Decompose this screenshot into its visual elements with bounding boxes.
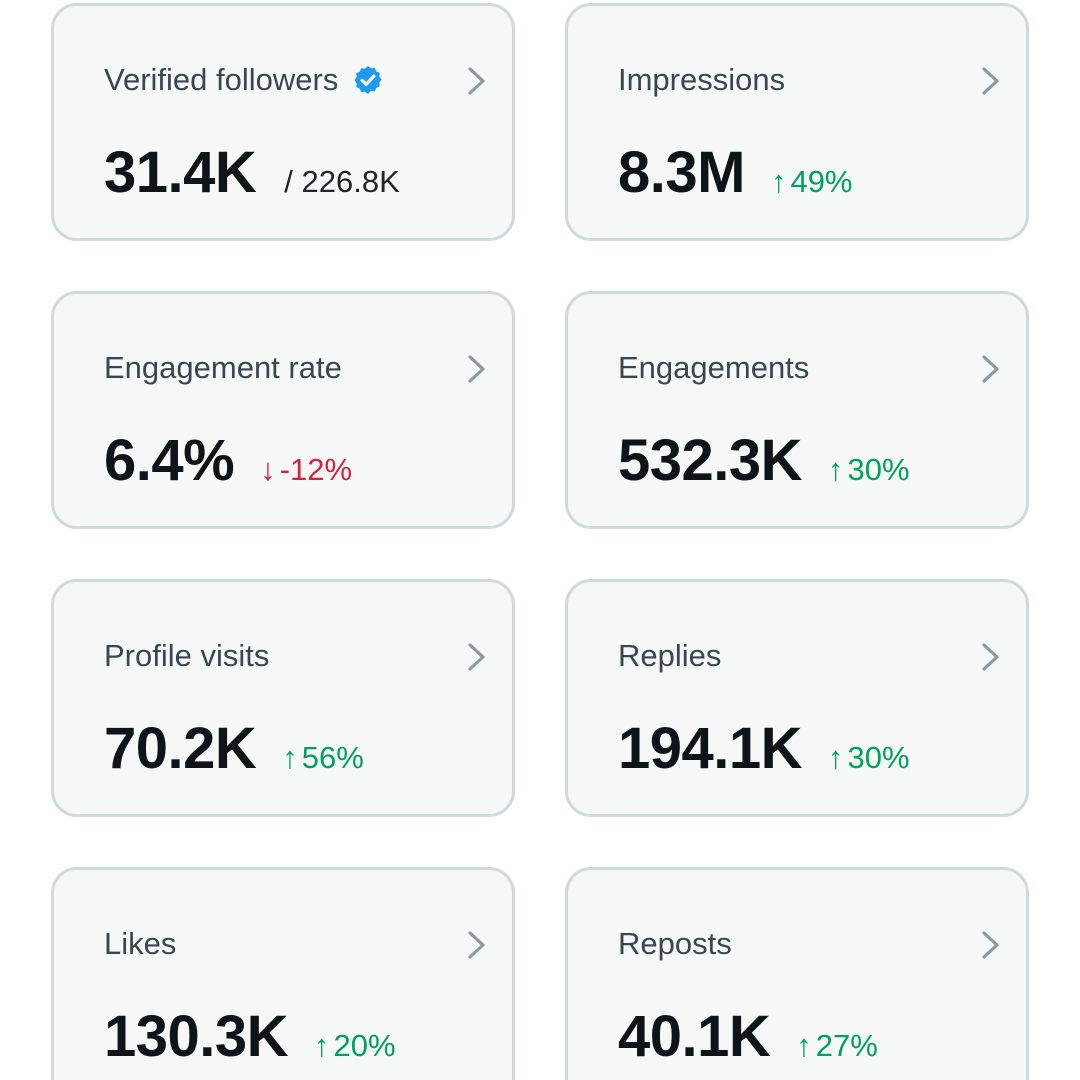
chevron-right-icon <box>982 67 999 95</box>
card-label: Verified followers <box>104 60 384 100</box>
card-label: Profile visits <box>104 638 270 673</box>
metric-change: ↑ 30% <box>828 740 910 776</box>
card-label-text: Verified followers <box>104 62 339 97</box>
metric-value: 31.4K <box>104 140 257 205</box>
metric-change: ↑ 20% <box>314 1028 396 1064</box>
arrow-up-icon: ↑ <box>314 1028 330 1063</box>
card-label: Engagement rate <box>104 350 342 385</box>
value-row: 31.4K / 226.8K <box>104 140 400 206</box>
chevron-right-icon <box>982 643 999 671</box>
value-row: 130.3K ↑ 20% <box>104 1004 396 1070</box>
metric-change-value: 30% <box>847 740 910 775</box>
chevron-right-icon <box>982 355 999 383</box>
metric-value: 532.3K <box>618 428 803 493</box>
verified-badge-icon <box>354 66 382 94</box>
metric-value: 6.4% <box>104 428 235 493</box>
chevron-right-icon <box>982 931 999 959</box>
card-engagements[interactable]: Engagements 532.3K ↑ 30% <box>565 291 1029 529</box>
card-engagement-rate[interactable]: Engagement rate 6.4% ↓ -12% <box>51 291 515 529</box>
arrow-up-icon: ↑ <box>282 740 298 775</box>
metric-total: / 226.8K <box>284 164 400 199</box>
card-impressions[interactable]: Impressions 8.3M ↑ 49% <box>565 3 1029 241</box>
metric-change-value: 30% <box>847 452 910 487</box>
chevron-right-icon <box>468 67 485 95</box>
metric-change-value: -12% <box>279 452 353 487</box>
metric-change: ↑ 27% <box>796 1028 878 1064</box>
card-label: Replies <box>618 638 722 673</box>
value-row: 6.4% ↓ -12% <box>104 428 352 494</box>
metric-change-value: 56% <box>301 740 364 775</box>
arrow-up-icon: ↑ <box>828 452 844 487</box>
metric-change: ↓ -12% <box>260 452 352 488</box>
value-row: 8.3M ↑ 49% <box>618 140 853 206</box>
metric-change: ↑ 49% <box>771 164 853 200</box>
metric-change: ↑ 56% <box>282 740 364 776</box>
metric-change-value: 20% <box>333 1028 396 1063</box>
chevron-right-icon <box>468 355 485 383</box>
arrow-up-icon: ↑ <box>828 740 844 775</box>
metric-change-value: 27% <box>815 1028 878 1063</box>
card-label: Likes <box>104 926 177 961</box>
chevron-right-icon <box>468 643 485 671</box>
metric-value: 70.2K <box>104 716 257 781</box>
metric-value: 194.1K <box>618 716 803 781</box>
value-row: 40.1K ↑ 27% <box>618 1004 878 1070</box>
metric-change: ↑ 30% <box>828 452 910 488</box>
metric-change-value: 49% <box>790 164 853 199</box>
card-reposts[interactable]: Reposts 40.1K ↑ 27% <box>565 867 1029 1080</box>
card-profile-visits[interactable]: Profile visits 70.2K ↑ 56% <box>51 579 515 817</box>
card-label: Impressions <box>618 62 786 97</box>
card-label: Engagements <box>618 350 810 385</box>
chevron-right-icon <box>468 931 485 959</box>
value-row: 532.3K ↑ 30% <box>618 428 910 494</box>
arrow-down-icon: ↓ <box>260 452 276 487</box>
metric-value: 40.1K <box>618 1004 771 1069</box>
value-row: 70.2K ↑ 56% <box>104 716 364 782</box>
metric-value: 130.3K <box>104 1004 289 1069</box>
value-row: 194.1K ↑ 30% <box>618 716 910 782</box>
card-label: Reposts <box>618 926 732 961</box>
metric-value: 8.3M <box>618 140 745 205</box>
card-likes[interactable]: Likes 130.3K ↑ 20% <box>51 867 515 1080</box>
arrow-up-icon: ↑ <box>770 164 787 199</box>
card-verified-followers[interactable]: Verified followers 31.4K / 226.8K <box>51 3 515 241</box>
arrow-up-icon: ↑ <box>796 1028 812 1063</box>
card-replies[interactable]: Replies 194.1K ↑ 30% <box>565 579 1029 817</box>
